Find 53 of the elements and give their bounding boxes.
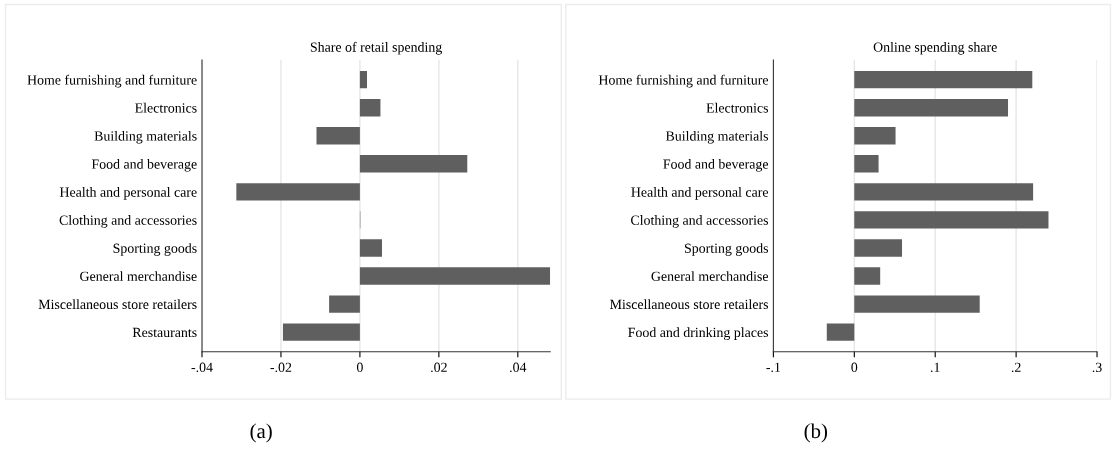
bar [359,239,383,257]
y-tick-label: General merchandise [80,271,197,281]
x-tick-label: .3 [1092,362,1102,373]
y-tick-label: Health and personal care [631,187,769,200]
text: (b) [804,423,828,443]
bar [854,267,881,285]
x-tick-label: 0 [851,362,858,372]
bar [854,239,903,257]
chart-title: Online spending share [873,42,997,55]
bar [329,295,360,313]
bar [282,323,360,341]
x-tick-label: -.04 [191,362,213,373]
y-tick-label: General merchandise [651,271,769,281]
bar [854,211,1049,229]
y-tick-label: Home furnishing and furniture [598,74,769,88]
y-tick-label: Sporting goods [113,243,197,256]
bar [854,98,1009,117]
y-tick-label: Clothing and accessories [59,215,197,228]
y-tick-label: Health and personal care [59,187,197,200]
x-tick-label: .1 [930,362,940,373]
x-tick-label: .04 [510,362,527,373]
bar [359,98,381,117]
y-tick-label: Miscellaneous store retailers [610,299,769,310]
y-tick-label: Electronics [706,102,769,113]
y-tick-label: Electronics [135,102,197,113]
bar [359,70,368,89]
chart-title: Share of retail spending [310,41,442,55]
y-tick-label: Home furnishing and furniture [27,74,197,88]
x-tick-label: -.02 [270,362,292,373]
bar [236,183,360,201]
y-tick-label: Building materials [665,130,769,144]
bar [359,155,468,173]
x-tick-label: -.1 [766,362,781,373]
y-tick-label: Food and beverage [91,158,197,172]
x-tick-label: 0 [356,362,363,372]
bar [359,267,551,285]
y-tick-label: Sporting goods [684,243,769,256]
text: (a) [250,423,272,443]
bar [854,295,980,313]
y-tick-label: Food and drinking places [628,327,769,340]
y-tick-label: Building materials [94,130,197,144]
y-tick-label: Restaurants [132,327,197,338]
bar [826,323,855,341]
bar [854,70,1033,89]
x-tick-label: .02 [431,362,447,373]
bar [854,155,879,173]
bar [316,127,360,145]
bar [854,127,896,145]
x-tick-label: .2 [1011,362,1021,373]
y-tick-label: Food and beverage [663,158,769,172]
y-tick-label: Clothing and accessories [631,215,769,228]
y-tick-label: Miscellaneous store retailers [38,299,197,310]
bar [854,183,1034,201]
